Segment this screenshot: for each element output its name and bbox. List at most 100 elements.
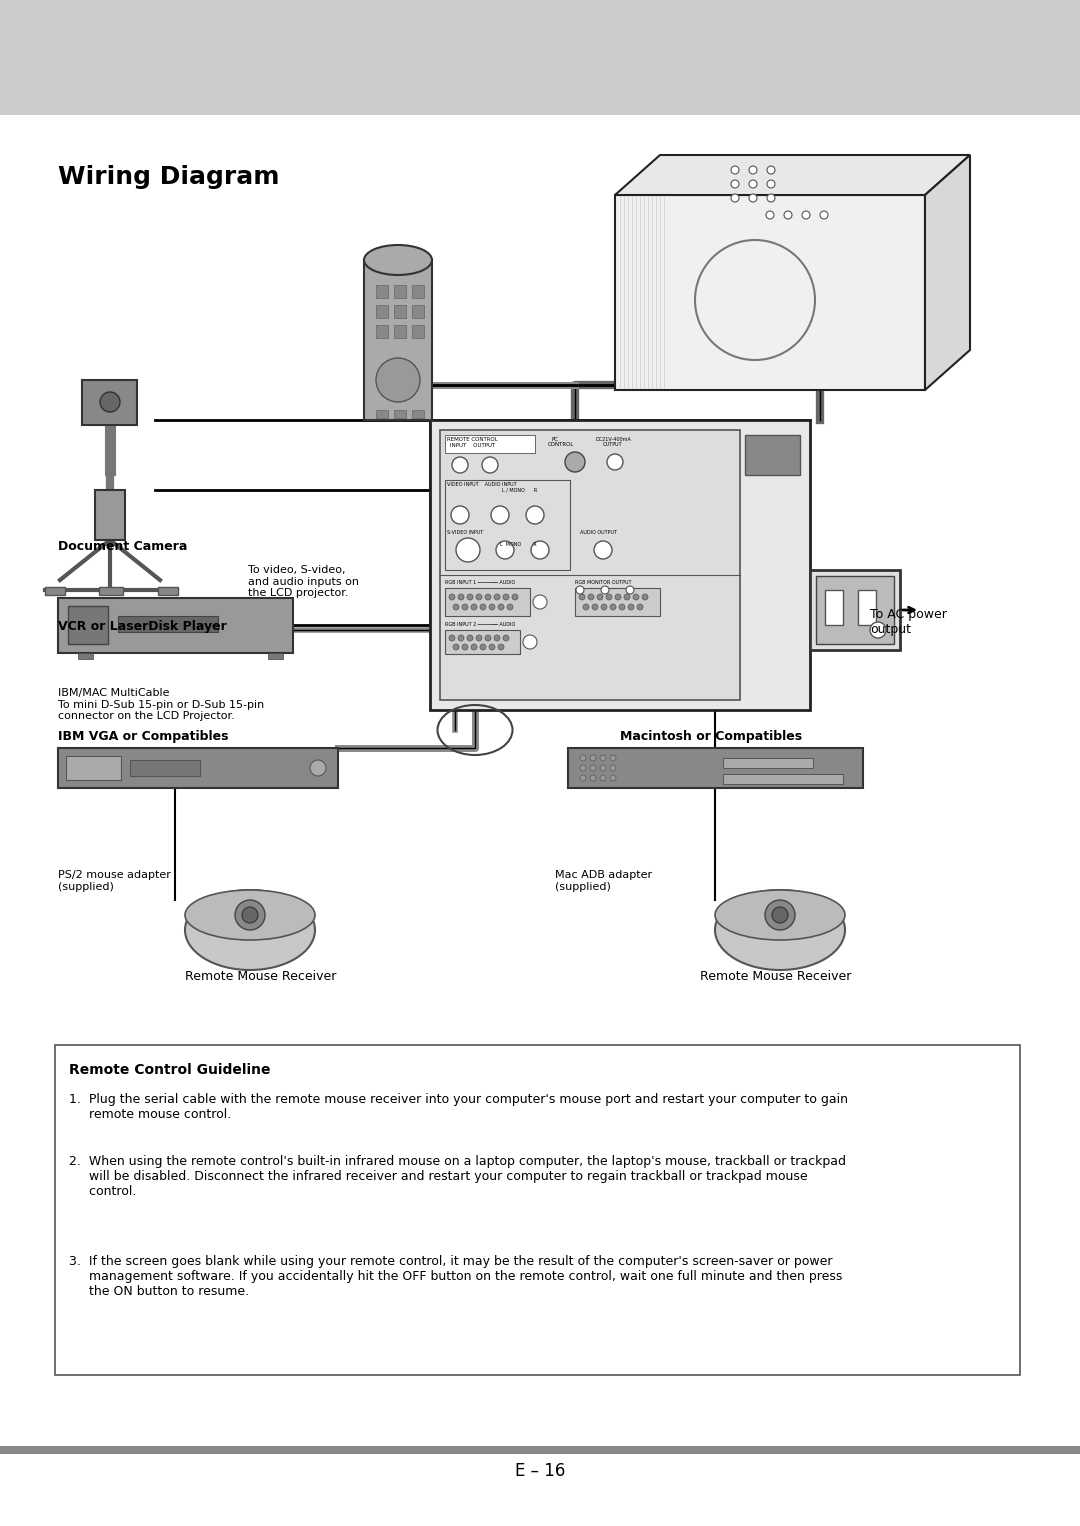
Bar	[68, 606, 108, 644]
Circle shape	[453, 604, 459, 610]
Circle shape	[458, 635, 464, 641]
Circle shape	[242, 906, 258, 923]
Circle shape	[597, 594, 603, 600]
Circle shape	[507, 604, 513, 610]
Bar	[445, 588, 530, 617]
Text: E – 16: E – 16	[515, 1462, 565, 1480]
Circle shape	[765, 900, 795, 929]
Circle shape	[503, 635, 509, 641]
Circle shape	[482, 456, 498, 473]
Circle shape	[376, 359, 420, 401]
Circle shape	[580, 765, 586, 771]
Bar	[95, 490, 125, 540]
Circle shape	[767, 194, 775, 201]
Text: Document Camera: Document Camera	[58, 540, 187, 552]
Bar	[568, 748, 863, 787]
Circle shape	[467, 635, 473, 641]
Circle shape	[600, 604, 607, 610]
Circle shape	[583, 604, 589, 610]
Circle shape	[576, 586, 584, 594]
Ellipse shape	[715, 890, 845, 940]
Bar	[445, 481, 570, 571]
Text: OUTPUT: OUTPUT	[603, 443, 623, 447]
Text: Remote Mouse Receiver: Remote Mouse Receiver	[700, 971, 851, 983]
Circle shape	[489, 604, 495, 610]
Circle shape	[766, 211, 774, 220]
Circle shape	[624, 594, 630, 600]
Circle shape	[627, 604, 634, 610]
Circle shape	[610, 775, 616, 781]
Circle shape	[503, 594, 509, 600]
Circle shape	[633, 594, 639, 600]
Bar	[394, 305, 406, 317]
Circle shape	[772, 906, 788, 923]
Circle shape	[496, 542, 514, 559]
Circle shape	[485, 635, 491, 641]
Ellipse shape	[364, 246, 432, 275]
Text: Macintosh or Compatibles: Macintosh or Compatibles	[620, 729, 802, 743]
Bar	[376, 325, 388, 337]
Text: RGB INPUT 2 ─────── AUDIO: RGB INPUT 2 ─────── AUDIO	[445, 623, 515, 627]
Circle shape	[476, 594, 482, 600]
Circle shape	[784, 211, 792, 220]
Bar	[816, 575, 894, 644]
Circle shape	[626, 586, 634, 594]
Text: To video, S-video,
and audio inputs on
the LCD projector.: To video, S-video, and audio inputs on t…	[248, 565, 359, 598]
Circle shape	[498, 604, 504, 610]
Bar	[575, 588, 660, 617]
Circle shape	[610, 604, 616, 610]
Bar	[0, 1447, 1080, 1454]
Circle shape	[449, 635, 455, 641]
Bar	[615, 195, 924, 391]
Circle shape	[750, 194, 757, 201]
Circle shape	[512, 594, 518, 600]
Circle shape	[820, 211, 828, 220]
Text: PS/2 mouse adapter
(supplied): PS/2 mouse adapter (supplied)	[58, 870, 171, 891]
Text: IBM VGA or Compatibles: IBM VGA or Compatibles	[58, 729, 229, 743]
Bar	[411, 285, 424, 298]
Text: PC: PC	[552, 436, 559, 443]
Bar	[364, 259, 432, 420]
Circle shape	[235, 900, 265, 929]
Circle shape	[565, 452, 585, 472]
Polygon shape	[615, 156, 970, 195]
Bar	[376, 410, 388, 418]
Circle shape	[731, 194, 739, 201]
Text: 3.  If the screen goes blank while using your remote control, it may be the resu: 3. If the screen goes blank while using …	[69, 1254, 842, 1299]
Circle shape	[480, 644, 486, 650]
Text: AUDIO OUTPUT: AUDIO OUTPUT	[580, 530, 617, 536]
Bar	[723, 774, 843, 784]
Text: Remote Control Guideline: Remote Control Guideline	[69, 1064, 270, 1077]
Circle shape	[802, 211, 810, 220]
Circle shape	[456, 539, 480, 562]
Circle shape	[491, 507, 509, 523]
Text: L / MONO      R: L / MONO R	[502, 487, 537, 491]
Bar	[376, 285, 388, 298]
Circle shape	[767, 166, 775, 174]
Bar	[745, 435, 800, 475]
Bar	[411, 325, 424, 337]
Circle shape	[531, 542, 549, 559]
Circle shape	[462, 644, 468, 650]
Bar	[723, 758, 813, 768]
Circle shape	[480, 604, 486, 610]
Circle shape	[580, 755, 586, 761]
Text: 1.  Plug the serial cable with the remote mouse receiver into your computer's mo: 1. Plug the serial cable with the remote…	[69, 1093, 848, 1122]
Circle shape	[476, 635, 482, 641]
Circle shape	[590, 755, 596, 761]
Circle shape	[731, 166, 739, 174]
Circle shape	[526, 507, 544, 523]
Bar	[78, 653, 93, 659]
Ellipse shape	[715, 890, 845, 971]
Bar	[99, 588, 123, 595]
Bar	[810, 571, 900, 650]
Circle shape	[870, 623, 886, 638]
Bar	[825, 591, 843, 626]
Circle shape	[100, 392, 120, 412]
Text: IBM/MAC MultiCable
To mini D-Sub 15-pin or D-Sub 15-pin
connector on the LCD Pro: IBM/MAC MultiCable To mini D-Sub 15-pin …	[58, 688, 265, 722]
Circle shape	[494, 635, 500, 641]
Bar	[858, 591, 876, 626]
Circle shape	[471, 644, 477, 650]
Circle shape	[590, 775, 596, 781]
Circle shape	[590, 765, 596, 771]
